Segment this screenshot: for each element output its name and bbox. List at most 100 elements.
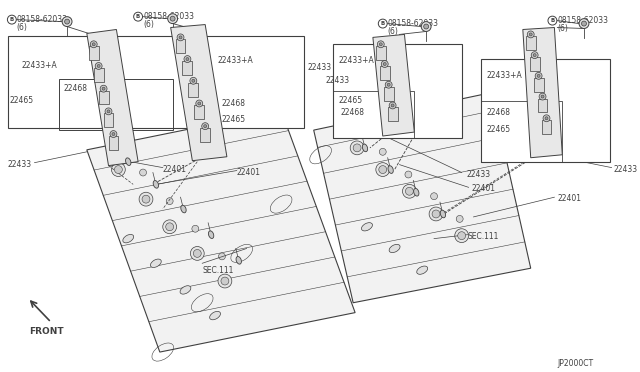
- Circle shape: [391, 104, 394, 107]
- Polygon shape: [99, 91, 109, 105]
- Circle shape: [100, 85, 107, 92]
- Circle shape: [110, 131, 117, 138]
- Polygon shape: [384, 87, 394, 100]
- Circle shape: [90, 41, 97, 48]
- Polygon shape: [109, 136, 118, 150]
- Circle shape: [107, 110, 110, 113]
- Text: 22433+A: 22433+A: [217, 56, 253, 65]
- Text: FRONT: FRONT: [29, 327, 64, 336]
- Circle shape: [112, 132, 115, 135]
- Bar: [481, 100, 563, 162]
- Bar: [59, 79, 173, 130]
- Ellipse shape: [209, 231, 214, 238]
- Circle shape: [381, 61, 388, 67]
- Circle shape: [204, 125, 207, 128]
- Text: (6): (6): [143, 20, 154, 29]
- Circle shape: [102, 87, 105, 90]
- Circle shape: [139, 192, 153, 206]
- Polygon shape: [200, 128, 210, 142]
- Text: 22433: 22433: [467, 170, 491, 179]
- Circle shape: [533, 54, 536, 57]
- Polygon shape: [538, 99, 547, 112]
- Circle shape: [190, 247, 204, 260]
- Circle shape: [545, 117, 548, 120]
- Circle shape: [405, 171, 412, 178]
- Circle shape: [221, 277, 229, 285]
- Ellipse shape: [180, 286, 191, 294]
- Circle shape: [142, 195, 150, 203]
- Text: B: B: [10, 17, 14, 22]
- Text: 22433: 22433: [308, 63, 332, 72]
- Text: SEC.111: SEC.111: [468, 232, 499, 241]
- Circle shape: [535, 73, 542, 79]
- Circle shape: [378, 41, 384, 48]
- Polygon shape: [87, 110, 355, 352]
- Text: 08158-62033: 08158-62033: [17, 15, 68, 24]
- Circle shape: [537, 74, 540, 77]
- Circle shape: [429, 207, 443, 221]
- Text: 22433: 22433: [8, 160, 32, 169]
- Polygon shape: [373, 35, 414, 136]
- Text: 22401: 22401: [237, 168, 260, 177]
- Text: (6): (6): [388, 26, 399, 36]
- Text: 22401: 22401: [557, 194, 581, 203]
- Polygon shape: [526, 36, 536, 50]
- Circle shape: [105, 108, 112, 115]
- Text: 22433+A: 22433+A: [486, 71, 522, 80]
- Circle shape: [531, 52, 538, 58]
- Polygon shape: [175, 39, 186, 53]
- Polygon shape: [376, 46, 386, 60]
- Circle shape: [190, 77, 196, 84]
- Circle shape: [179, 36, 182, 39]
- Circle shape: [539, 93, 546, 100]
- Polygon shape: [171, 25, 227, 161]
- Circle shape: [111, 163, 125, 176]
- Circle shape: [421, 22, 431, 32]
- Circle shape: [376, 163, 390, 176]
- Circle shape: [177, 34, 184, 41]
- Text: 22401: 22401: [163, 165, 187, 174]
- Polygon shape: [195, 105, 204, 119]
- Circle shape: [166, 223, 173, 231]
- Circle shape: [543, 115, 550, 122]
- Ellipse shape: [125, 158, 131, 166]
- Bar: [481, 59, 610, 162]
- Text: 22465: 22465: [10, 96, 34, 105]
- Circle shape: [186, 58, 189, 61]
- Ellipse shape: [362, 144, 367, 152]
- Circle shape: [202, 123, 209, 129]
- Text: 08158-62033: 08158-62033: [557, 16, 609, 25]
- Ellipse shape: [150, 259, 161, 267]
- Polygon shape: [380, 66, 390, 80]
- Text: 08158-62033: 08158-62033: [143, 12, 194, 21]
- Circle shape: [193, 250, 201, 257]
- Circle shape: [65, 19, 70, 24]
- Text: 22401: 22401: [472, 185, 495, 193]
- Polygon shape: [89, 46, 99, 60]
- Circle shape: [456, 215, 463, 222]
- Circle shape: [196, 100, 203, 107]
- Circle shape: [166, 198, 173, 205]
- Text: B: B: [550, 18, 554, 23]
- Text: (6): (6): [17, 23, 28, 32]
- Text: 22433+A: 22433+A: [22, 61, 58, 70]
- Text: 22468: 22468: [222, 99, 246, 108]
- Text: 22433: 22433: [614, 165, 637, 174]
- Text: (6): (6): [557, 23, 568, 33]
- Text: 22465: 22465: [486, 125, 511, 134]
- Ellipse shape: [153, 180, 159, 188]
- Polygon shape: [541, 120, 552, 134]
- Text: 22468: 22468: [340, 108, 364, 118]
- Ellipse shape: [417, 266, 428, 274]
- Circle shape: [168, 14, 177, 23]
- Circle shape: [92, 43, 95, 46]
- Text: 22465: 22465: [339, 96, 362, 105]
- Polygon shape: [182, 61, 193, 75]
- Ellipse shape: [236, 257, 241, 264]
- Circle shape: [541, 95, 544, 98]
- Circle shape: [455, 229, 468, 243]
- Circle shape: [458, 232, 466, 240]
- Polygon shape: [87, 29, 138, 166]
- Circle shape: [405, 187, 413, 195]
- Text: 08158-62033: 08158-62033: [388, 19, 438, 28]
